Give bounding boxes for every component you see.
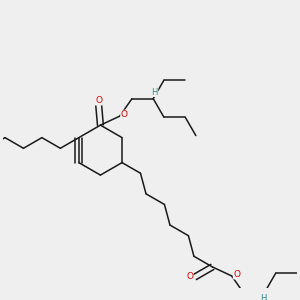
Text: H: H — [152, 88, 158, 97]
Text: O: O — [186, 272, 193, 281]
Text: O: O — [121, 110, 128, 119]
Text: H: H — [260, 294, 267, 300]
Text: O: O — [233, 270, 240, 279]
Text: O: O — [95, 96, 102, 105]
